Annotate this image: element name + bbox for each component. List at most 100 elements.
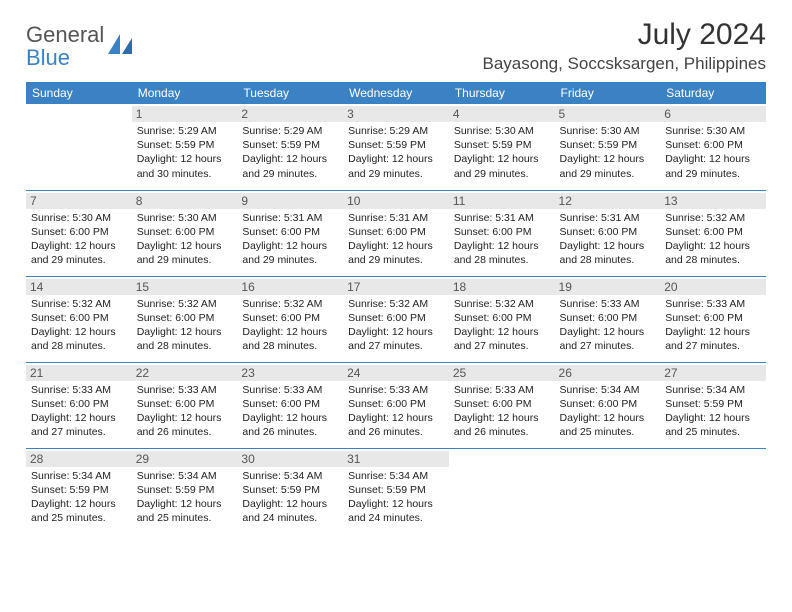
day-cell: 4 Sunrise: 5:30 AMSunset: 5:59 PMDaylight…	[449, 104, 555, 190]
day-cell: 5Sunrise: 5:30 AMSunset: 5:59 PMDaylight…	[555, 104, 661, 190]
week-row: 28Sunrise: 5:34 AMSunset: 5:59 PMDayligh…	[26, 448, 766, 534]
day-info: Sunrise: 5:34 AMSunset: 6:00 PMDaylight:…	[560, 383, 656, 440]
calendar-body: 1Sunrise: 5:29 AMSunset: 5:59 PMDaylight…	[26, 104, 766, 534]
day-info: Sunrise: 5:32 AMSunset: 6:00 PMDaylight:…	[242, 297, 338, 354]
day-info: Sunrise: 5:33 AMSunset: 6:00 PMDaylight:…	[242, 383, 338, 440]
day-cell: 25 Sunrise: 5:33 AMSunset: 6:00 PMDayligh…	[449, 362, 555, 448]
calendar-page: General Blue July 2024 Bayasong, Soccsks…	[0, 0, 792, 552]
logo-sail-icon	[106, 32, 134, 63]
day-number: 3	[343, 106, 449, 122]
day-info: Sunrise: 5:30 AMSunset: 5:59 PMDaylight:…	[560, 124, 656, 181]
day-number: 8	[132, 193, 238, 209]
logo-text-block: General Blue	[26, 24, 104, 70]
title-block: July 2024 Bayasong, Soccsksargen, Philip…	[483, 18, 767, 74]
day-cell	[660, 448, 766, 534]
day-info: Sunrise: 5:32 AMSunset: 6:00 PMDaylight:…	[348, 297, 444, 354]
day-info: Sunrise: 5:32 AMSunset: 6:00 PMDaylight:…	[454, 297, 550, 354]
logo: General Blue	[26, 24, 134, 70]
day-number: 19	[555, 279, 661, 295]
day-header-row: SundayMondayTuesdayWednesdayThursdayFrid…	[26, 82, 766, 104]
day-cell: 24Sunrise: 5:33 AMSunset: 6:00 PMDayligh…	[343, 362, 449, 448]
day-cell: 2 Sunrise: 5:29 AMSunset: 5:59 PMDaylight…	[237, 104, 343, 190]
day-number: 15	[132, 279, 238, 295]
day-number: 13	[660, 193, 766, 209]
day-cell: 19 Sunrise: 5:33 AMSunset: 6:00 PMDayligh…	[555, 276, 661, 362]
calendar-table: SundayMondayTuesdayWednesdayThursdayFrid…	[26, 82, 766, 534]
day-number: 2	[237, 106, 343, 122]
day-cell: 30 Sunrise: 5:34 AMSunset: 5:59 PMDayligh…	[237, 448, 343, 534]
day-info: Sunrise: 5:33 AMSunset: 6:00 PMDaylight:…	[665, 297, 761, 354]
day-info: Sunrise: 5:33 AMSunset: 6:00 PMDaylight:…	[137, 383, 233, 440]
day-cell: 13 Sunrise: 5:32 AMSunset: 6:00 PMDayligh…	[660, 190, 766, 276]
day-cell: 23 Sunrise: 5:33 AMSunset: 6:00 PMDayligh…	[237, 362, 343, 448]
day-info: Sunrise: 5:31 AMSunset: 6:00 PMDaylight:…	[454, 211, 550, 268]
day-info: Sunrise: 5:30 AMSunset: 5:59 PMDaylight:…	[454, 124, 550, 181]
day-info: Sunrise: 5:32 AMSunset: 6:00 PMDaylight:…	[665, 211, 761, 268]
day-cell: 15 Sunrise: 5:32 AMSunset: 6:00 PMDayligh…	[132, 276, 238, 362]
day-info: Sunrise: 5:30 AMSunset: 6:00 PMDaylight:…	[665, 124, 761, 181]
day-cell: 17 Sunrise: 5:32 AMSunset: 6:00 PMDayligh…	[343, 276, 449, 362]
day-info: Sunrise: 5:33 AMSunset: 6:00 PMDaylight:…	[348, 383, 444, 440]
day-cell: 3 Sunrise: 5:29 AMSunset: 5:59 PMDaylight…	[343, 104, 449, 190]
day-cell: 6 Sunrise: 5:30 AMSunset: 6:00 PMDaylight…	[660, 104, 766, 190]
day-info: Sunrise: 5:34 AMSunset: 5:59 PMDaylight:…	[242, 469, 338, 526]
week-row: 7Sunrise: 5:30 AMSunset: 6:00 PMDaylight…	[26, 190, 766, 276]
day-cell	[26, 104, 132, 190]
day-info: Sunrise: 5:31 AMSunset: 6:00 PMDaylight:…	[560, 211, 656, 268]
day-cell: 7Sunrise: 5:30 AMSunset: 6:00 PMDaylight…	[26, 190, 132, 276]
day-cell: 28Sunrise: 5:34 AMSunset: 5:59 PMDayligh…	[26, 448, 132, 534]
day-info: Sunrise: 5:32 AMSunset: 6:00 PMDaylight:…	[137, 297, 233, 354]
day-info: Sunrise: 5:34 AMSunset: 5:59 PMDaylight:…	[348, 469, 444, 526]
day-info: Sunrise: 5:33 AMSunset: 6:00 PMDaylight:…	[454, 383, 550, 440]
day-info: Sunrise: 5:33 AMSunset: 6:00 PMDaylight:…	[31, 383, 127, 440]
day-number: 1	[132, 106, 238, 122]
day-info: Sunrise: 5:33 AMSunset: 6:00 PMDaylight:…	[560, 297, 656, 354]
day-header: Thursday	[449, 82, 555, 104]
logo-word-general: General	[26, 22, 104, 47]
day-cell: 18Sunrise: 5:32 AMSunset: 6:00 PMDayligh…	[449, 276, 555, 362]
day-info: Sunrise: 5:29 AMSunset: 5:59 PMDaylight:…	[348, 124, 444, 181]
day-cell: 20Sunrise: 5:33 AMSunset: 6:00 PMDayligh…	[660, 276, 766, 362]
day-cell: 16Sunrise: 5:32 AMSunset: 6:00 PMDayligh…	[237, 276, 343, 362]
day-number: 23	[237, 365, 343, 381]
day-cell: 10Sunrise: 5:31 AMSunset: 6:00 PMDayligh…	[343, 190, 449, 276]
day-number: 17	[343, 279, 449, 295]
day-header: Wednesday	[343, 82, 449, 104]
day-cell	[555, 448, 661, 534]
day-info: Sunrise: 5:34 AMSunset: 5:59 PMDaylight:…	[665, 383, 761, 440]
day-number: 22	[132, 365, 238, 381]
month-title: July 2024	[483, 18, 767, 52]
day-info: Sunrise: 5:32 AMSunset: 6:00 PMDaylight:…	[31, 297, 127, 354]
day-cell: 9Sunrise: 5:31 AMSunset: 6:00 PMDaylight…	[237, 190, 343, 276]
day-number: 21	[26, 365, 132, 381]
calendar-head: SundayMondayTuesdayWednesdayThursdayFrid…	[26, 82, 766, 104]
day-number: 27	[660, 365, 766, 381]
day-number: 9	[237, 193, 343, 209]
day-info: Sunrise: 5:29 AMSunset: 5:59 PMDaylight:…	[137, 124, 233, 181]
day-cell: 8Sunrise: 5:30 AMSunset: 6:00 PMDaylight…	[132, 190, 238, 276]
day-number: 25	[449, 365, 555, 381]
day-info: Sunrise: 5:29 AMSunset: 5:59 PMDaylight:…	[242, 124, 338, 181]
day-cell: 27 Sunrise: 5:34 AMSunset: 5:59 PMDayligh…	[660, 362, 766, 448]
week-row: 1Sunrise: 5:29 AMSunset: 5:59 PMDaylight…	[26, 104, 766, 190]
week-row: 21 Sunrise: 5:33 AMSunset: 6:00 PMDayligh…	[26, 362, 766, 448]
header: General Blue July 2024 Bayasong, Soccsks…	[26, 18, 766, 74]
day-header: Tuesday	[237, 82, 343, 104]
day-number: 12	[555, 193, 661, 209]
day-number: 6	[660, 106, 766, 122]
day-cell: 1 Sunrise: 5:29 AMSunset: 5:59 PMDaylight…	[132, 104, 238, 190]
day-header: Saturday	[660, 82, 766, 104]
day-number: 4	[449, 106, 555, 122]
day-number: 14	[26, 279, 132, 295]
day-info: Sunrise: 5:30 AMSunset: 6:00 PMDaylight:…	[31, 211, 127, 268]
day-header: Monday	[132, 82, 238, 104]
location-text: Bayasong, Soccsksargen, Philippines	[483, 54, 767, 74]
day-number: 30	[237, 451, 343, 467]
day-cell: 14 Sunrise: 5:32 AMSunset: 6:00 PMDayligh…	[26, 276, 132, 362]
day-info: Sunrise: 5:34 AMSunset: 5:59 PMDaylight:…	[31, 469, 127, 526]
day-number: 26	[555, 365, 661, 381]
day-cell: 12 Sunrise: 5:31 AMSunset: 6:00 PMDayligh…	[555, 190, 661, 276]
day-number: 31	[343, 451, 449, 467]
day-cell: 22 Sunrise: 5:33 AMSunset: 6:00 PMDayligh…	[132, 362, 238, 448]
day-cell: 29Sunrise: 5:34 AMSunset: 5:59 PMDayligh…	[132, 448, 238, 534]
